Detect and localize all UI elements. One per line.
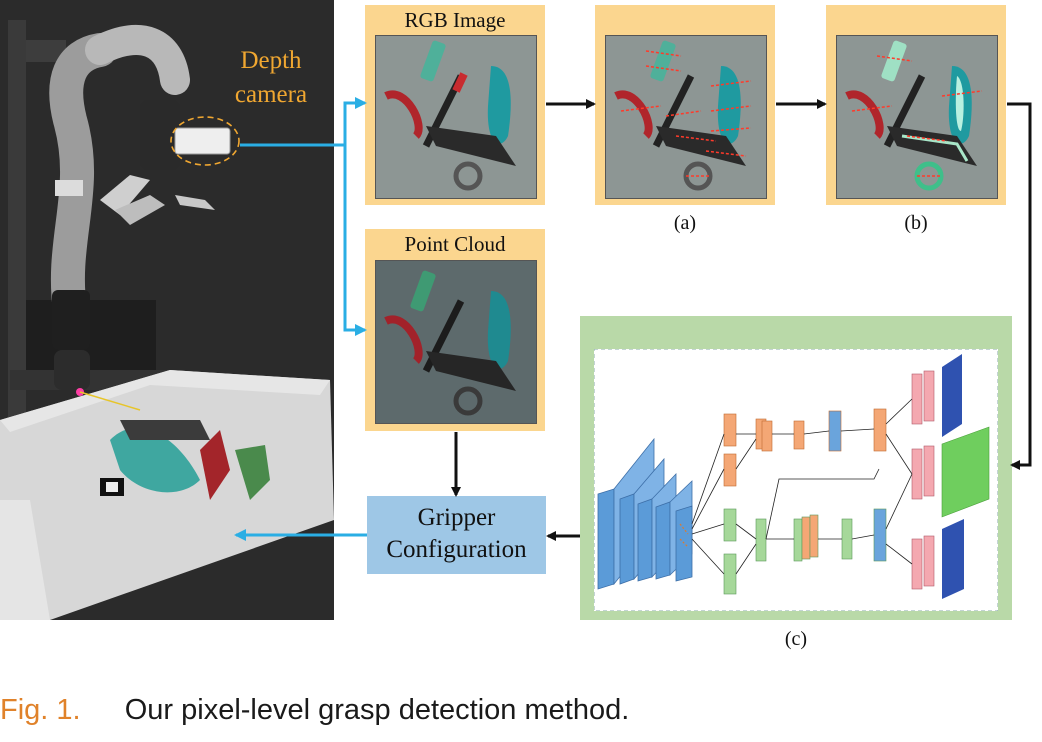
- gripper-label-line1: Gripper: [417, 504, 496, 531]
- network-diagram: [594, 349, 998, 611]
- label-b: (b): [904, 212, 928, 234]
- caption-fig-number: Fig. 1.: [0, 694, 81, 726]
- camera-label-line1: Depth: [240, 47, 302, 74]
- label-c: (c): [784, 628, 808, 650]
- rgb-image: [375, 35, 537, 199]
- point-cloud-title: Point Cloud: [404, 232, 506, 256]
- b-to-network-arrow: [1007, 102, 1032, 470]
- camera-to-rgb-arrow: [240, 97, 367, 147]
- rgb-image-panel: RGB Image: [365, 5, 545, 205]
- panel-b-image: [836, 35, 998, 199]
- figure-caption: Fig. 1. Our pixel-level grasp detection …: [0, 694, 629, 727]
- panel-b: [826, 5, 1006, 205]
- rgb-image-title: RGB Image: [404, 8, 506, 32]
- panel-a: [595, 5, 775, 205]
- network-panel: [580, 316, 1012, 620]
- camera-label: Depth camera: [223, 44, 319, 112]
- gripper-configuration-box: Gripper Configuration: [367, 496, 546, 574]
- gripper-label-line2: Configuration: [386, 536, 527, 563]
- label-a: (a): [673, 212, 697, 234]
- camera-label-line2: camera: [234, 81, 308, 108]
- caption-text: Our pixel-level grasp detection method.: [124, 694, 630, 726]
- camera-to-pointcloud-arrow: [343, 145, 367, 336]
- robot-scene: [0, 0, 334, 620]
- point-cloud-image: [375, 260, 537, 424]
- panel-a-image: [605, 35, 767, 199]
- point-cloud-panel: Point Cloud: [365, 229, 545, 431]
- arrows-layer: [234, 97, 1032, 541]
